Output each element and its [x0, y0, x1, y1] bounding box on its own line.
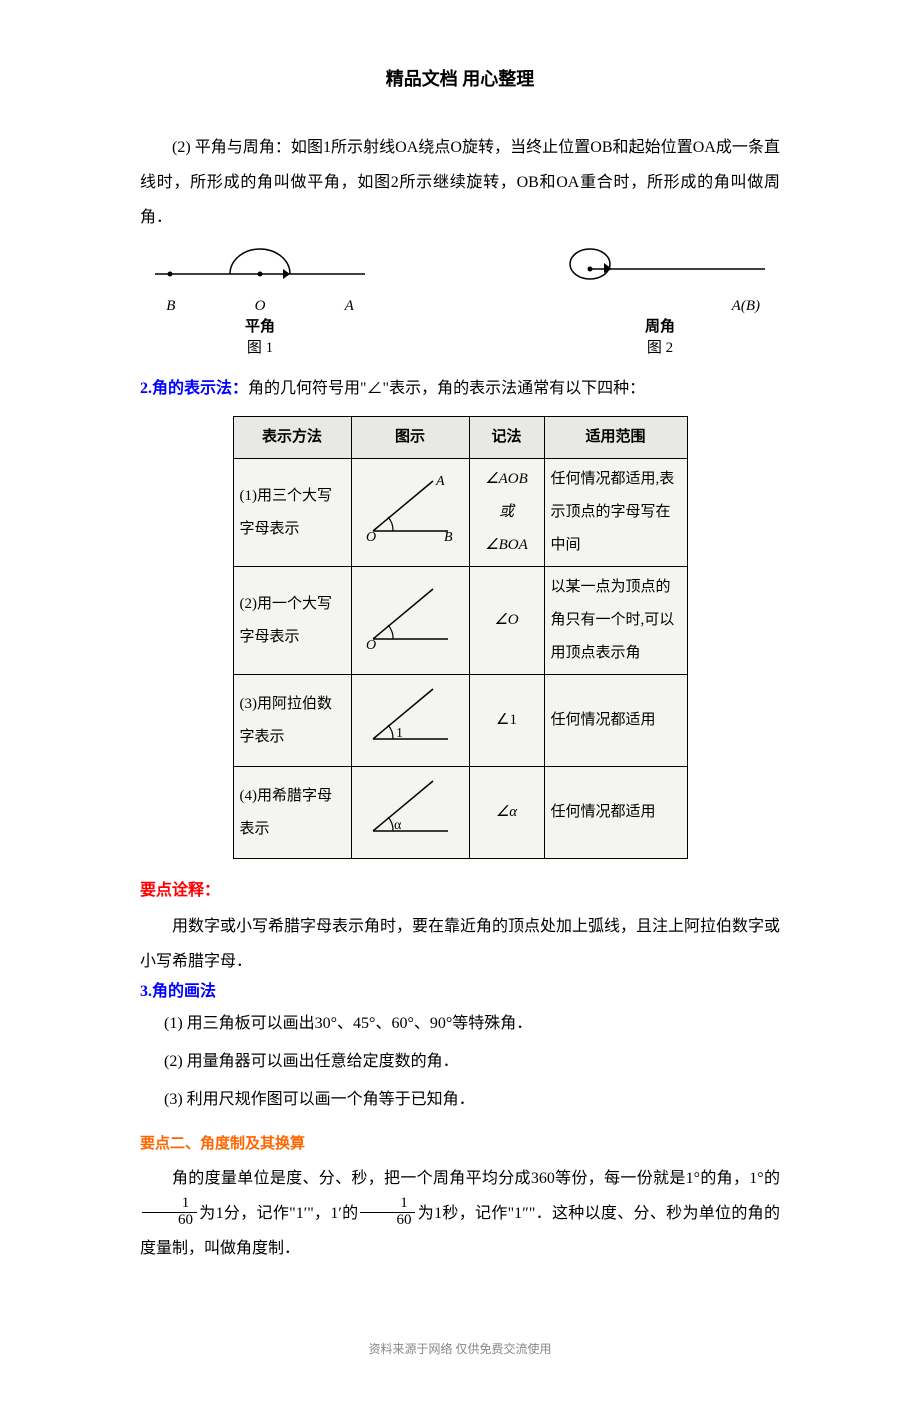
- fig1-label-a: A: [294, 296, 354, 317]
- sec2-title: 角的表示法：: [152, 380, 248, 397]
- fraction-1-60: 160: [360, 1196, 415, 1229]
- svg-text:O: O: [366, 530, 376, 541]
- angle-notation-table: 表示方法 图示 记法 适用范围 (1)用三个大写字母表示 A O B: [233, 416, 688, 859]
- list-item: (1) 用三角板可以画出30°、45°、60°、90°等特殊角．: [164, 1005, 780, 1043]
- svg-text:B: B: [444, 530, 453, 541]
- sec3-number: 3.: [140, 983, 152, 1000]
- table-row: (2)用一个大写字母表示 O ∠O 以某一点为顶点的角只有一个时,可以用顶点表示…: [233, 567, 687, 675]
- topic2-text-a: 角的度量单位是度、分、秒，把一个周角平均分成360等份，每一份就是1°的角，1°…: [172, 1170, 780, 1187]
- cell-figure: A O B: [351, 459, 469, 567]
- fig2-name: 周角: [540, 317, 780, 338]
- page-footer: 资料来源于网络 仅供免费交流使用: [140, 1336, 780, 1362]
- cell-figure: α: [351, 767, 469, 859]
- table-header-row: 表示方法 图示 记法 适用范围: [233, 417, 687, 459]
- page-header: 精品文档 用心整理: [140, 60, 780, 100]
- figure-2: A(B) 周角 图 2: [540, 239, 780, 359]
- cell-figure: O: [351, 567, 469, 675]
- table-row: (3)用阿拉伯数字表示 1 ∠1 任何情况都适用: [233, 675, 687, 767]
- cell-note: ∠α: [469, 767, 544, 859]
- cell-note: ∠AOB 或 ∠BOA: [469, 459, 544, 567]
- paragraph-flat-full-angle: (2) 平角与周角：如图1所示射线OA绕点O旋转，当终止位置OB和起始位置OA成…: [140, 130, 780, 236]
- fig1-caption: 图 1: [140, 338, 380, 359]
- sec2-number: 2.: [140, 380, 152, 397]
- th-figure: 图示: [351, 417, 469, 459]
- fig2-label-ab: A(B): [540, 296, 780, 317]
- cell-scope: 任何情况都适用: [544, 675, 687, 767]
- svg-text:α: α: [394, 818, 402, 833]
- section-2-heading: 2.角的表示法：角的几何符号用"∠"表示，角的表示法通常有以下四种：: [140, 371, 780, 406]
- cell-scope: 任何情况都适用,表示顶点的字母写在中间: [544, 459, 687, 567]
- fig2-caption: 图 2: [540, 338, 780, 359]
- full-angle-svg: [540, 239, 780, 289]
- document-page: 精品文档 用心整理 (2) 平角与周角：如图1所示射线OA绕点O旋转，当终止位置…: [0, 0, 920, 1403]
- table-row: (1)用三个大写字母表示 A O B ∠AOB 或 ∠BOA 任何情况都适用,表…: [233, 459, 687, 567]
- figures-row: B O A 平角 图 1 A(B) 周角 图 2: [140, 239, 780, 359]
- table-row: (4)用希腊字母表示 α ∠α 任何情况都适用: [233, 767, 687, 859]
- fraction-1-60: 160: [142, 1196, 197, 1229]
- cell-note: ∠1: [469, 675, 544, 767]
- topic-2-label: 要点二、角度制及其换算: [140, 1136, 305, 1152]
- topic2-text-b: 为1分，记作"1′"，1′的: [199, 1205, 358, 1222]
- keypoint-label: 要点诠释：: [140, 882, 220, 899]
- cell-method: (4)用希腊字母表示: [233, 767, 351, 859]
- fig1-name: 平角: [140, 317, 380, 338]
- fig1-label-o: O: [230, 296, 290, 317]
- cell-method: (1)用三个大写字母表示: [233, 459, 351, 567]
- list-item: (3) 利用尺规作图可以画一个角等于已知角．: [164, 1081, 780, 1119]
- th-scope: 适用范围: [544, 417, 687, 459]
- cell-note: ∠O: [469, 567, 544, 675]
- svg-text:A: A: [435, 474, 445, 489]
- figure-1: B O A 平角 图 1: [140, 239, 380, 359]
- sec3-title: 角的画法: [152, 983, 216, 1000]
- fig1-label-b: B: [166, 296, 226, 317]
- keypoint-heading: 要点诠释：: [140, 873, 780, 908]
- cell-scope: 任何情况都适用: [544, 767, 687, 859]
- cell-method: (2)用一个大写字母表示: [233, 567, 351, 675]
- keypoint-text: 用数字或小写希腊字母表示角时，要在靠近角的顶点处加上弧线，且注上阿拉伯数字或小写…: [140, 909, 780, 979]
- cell-figure: 1: [351, 675, 469, 767]
- svg-text:1: 1: [396, 726, 403, 741]
- th-method: 表示方法: [233, 417, 351, 459]
- topic-2-heading: 要点二、角度制及其换算: [140, 1126, 780, 1161]
- topic-2-text: 角的度量单位是度、分、秒，把一个周角平均分成360等份，每一份就是1°的角，1°…: [140, 1161, 780, 1267]
- svg-text:O: O: [366, 638, 376, 649]
- section-3-heading: 3.角的画法: [140, 979, 780, 1005]
- cell-method: (3)用阿拉伯数字表示: [233, 675, 351, 767]
- section-3-list: (1) 用三角板可以画出30°、45°、60°、90°等特殊角． (2) 用量角…: [140, 1005, 780, 1120]
- th-notation: 记法: [469, 417, 544, 459]
- sec2-rest: 角的几何符号用"∠"表示，角的表示法通常有以下四种：: [248, 380, 645, 397]
- list-item: (2) 用量角器可以画出任意给定度数的角．: [164, 1043, 780, 1081]
- cell-scope: 以某一点为顶点的角只有一个时,可以用顶点表示角: [544, 567, 687, 675]
- flat-angle-svg: [140, 239, 380, 289]
